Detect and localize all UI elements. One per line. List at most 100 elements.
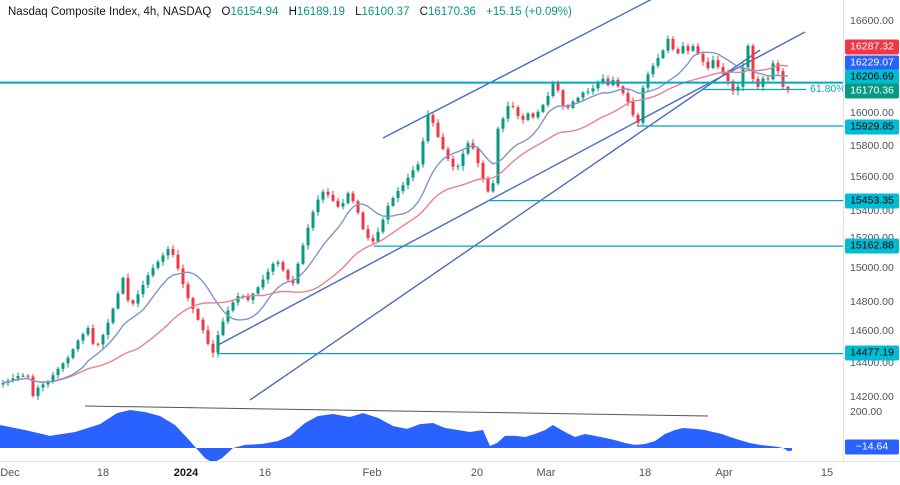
time-axis-label: 16 xyxy=(258,467,272,479)
candle-body xyxy=(676,49,680,54)
candle-body xyxy=(476,148,480,163)
indicator-fill xyxy=(0,410,792,463)
candle-body xyxy=(356,201,360,213)
candle-body xyxy=(506,106,510,119)
candle-body xyxy=(16,376,20,379)
price-axis[interactable]: 16600.00 16000.00 15800.00 15600.00 15400.00… xyxy=(843,0,900,461)
time-axis-label: 18 xyxy=(638,467,652,479)
candle-body xyxy=(291,279,295,284)
candle-body xyxy=(236,296,240,303)
price-axis-label: 15800.00 xyxy=(850,140,894,152)
candle-body xyxy=(56,368,60,376)
price-badge-blue: −14.64 xyxy=(845,439,899,455)
candle-body xyxy=(681,46,685,54)
candle-body xyxy=(686,46,690,51)
candle-body xyxy=(666,38,670,51)
candle-body xyxy=(726,73,730,82)
candle-body xyxy=(221,321,225,336)
candle-body xyxy=(151,267,155,276)
candle-body xyxy=(216,335,220,353)
candle-body xyxy=(386,205,390,220)
candle-body xyxy=(296,263,300,284)
time-axis-label: 15 xyxy=(820,467,834,479)
candle-body xyxy=(61,363,65,369)
candle-body xyxy=(641,87,645,123)
candle-body xyxy=(366,229,370,238)
candle-body xyxy=(336,200,340,207)
candle-body xyxy=(596,82,600,89)
candle-body xyxy=(316,199,320,213)
symbol-legend[interactable]: Nasdaq Composite Index, 4h, NASDAQ O1615… xyxy=(8,6,572,18)
candle-body xyxy=(391,198,395,206)
candle-body xyxy=(636,115,640,123)
candle-body xyxy=(776,63,780,72)
candle-body xyxy=(341,203,345,207)
candle-body xyxy=(431,115,435,123)
candle-body xyxy=(186,284,190,298)
candle-body xyxy=(601,78,605,83)
candle-body xyxy=(441,136,445,149)
candle-body xyxy=(786,86,790,89)
candle-body xyxy=(746,45,750,68)
ma-slow-line xyxy=(2,64,789,384)
trendline[interactable] xyxy=(382,0,658,139)
candle-body xyxy=(86,328,90,335)
price-badge-red: 16287.32 xyxy=(845,39,899,55)
candle-body xyxy=(146,275,150,285)
indicator-trendline[interactable] xyxy=(84,405,709,417)
candle-body xyxy=(271,263,275,272)
candle-body xyxy=(496,128,500,184)
candle-body xyxy=(586,91,590,93)
candle-body xyxy=(261,279,265,288)
candle-body xyxy=(436,122,440,137)
candle-body xyxy=(591,88,595,92)
open-value: 16154.94 xyxy=(230,6,279,18)
candle-body xyxy=(701,53,705,62)
candle-body xyxy=(551,83,555,96)
price-axis-label: 16600.00 xyxy=(850,15,894,27)
time-axis[interactable]: Dec 18 2024 16 Feb 20 Mar 18 Apr 15 xyxy=(0,461,900,485)
candle-body xyxy=(211,343,215,353)
price-axis-label: 14800.00 xyxy=(850,296,894,308)
candle-body xyxy=(176,254,180,269)
price-axis-label: 200.00 xyxy=(850,406,883,418)
symbol-title: Nasdaq Composite Index, 4h, NASDAQ xyxy=(8,6,212,18)
time-axis-label: 18 xyxy=(96,467,110,479)
time-axis-label: Dec xyxy=(0,467,20,479)
candle-body xyxy=(751,45,755,79)
candle-body xyxy=(161,255,165,262)
candle-body xyxy=(361,212,365,230)
time-axis-label: Feb xyxy=(362,467,382,479)
candle-body xyxy=(451,158,455,167)
time-axis-label: 20 xyxy=(470,467,484,479)
candle-body xyxy=(456,166,460,168)
price-badge-cyan: 15453.35 xyxy=(845,193,899,209)
candle-body xyxy=(531,113,535,118)
candle-body xyxy=(516,107,520,117)
candle-body xyxy=(706,61,710,68)
trendline[interactable] xyxy=(249,49,761,401)
candle-body xyxy=(251,293,255,300)
candle-body xyxy=(326,191,330,195)
candle-body xyxy=(306,227,310,246)
candle-body xyxy=(196,309,200,320)
candlestick-series xyxy=(1,35,790,401)
candle-body xyxy=(521,116,525,120)
candle-body xyxy=(656,58,660,66)
candle-body xyxy=(106,322,110,335)
candle-body xyxy=(191,298,195,309)
candle-body xyxy=(181,268,185,285)
candle-body xyxy=(526,113,530,120)
candle-body xyxy=(576,97,580,102)
price-badge-green: 16170.36 xyxy=(845,83,899,99)
candle-body xyxy=(711,60,715,68)
trendline[interactable] xyxy=(217,31,806,346)
candle-body xyxy=(626,93,630,102)
candle-body xyxy=(266,271,270,280)
candle-body xyxy=(351,193,355,202)
time-axis-label: Mar xyxy=(536,467,556,479)
high-value: 16189.19 xyxy=(296,6,345,18)
fib-level-label: 61.80% xyxy=(810,83,846,96)
candle-body xyxy=(621,86,625,94)
